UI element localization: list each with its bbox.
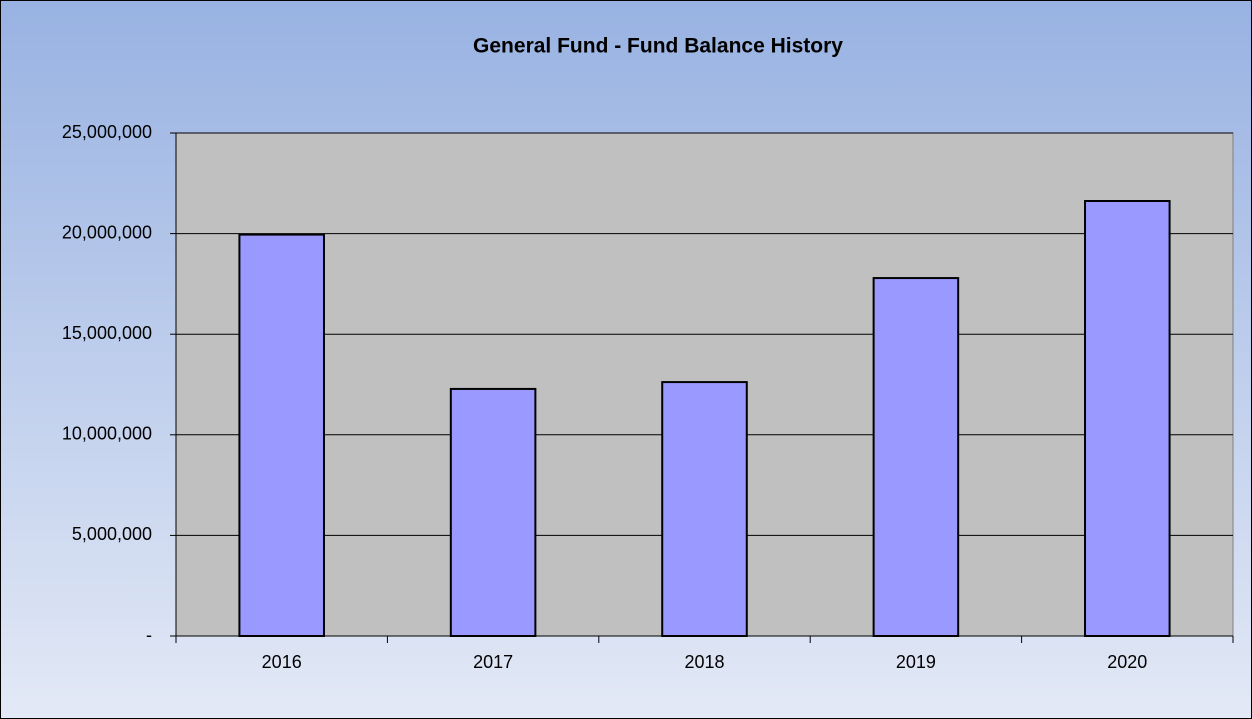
y-tick-label: 10,000,000 [62,424,152,444]
x-tick-label: 2020 [1107,652,1147,672]
x-tick-label: 2017 [473,652,513,672]
x-tick-label: 2018 [684,652,724,672]
bar [661,381,748,637]
y-tick-label: - [146,625,152,645]
bar [238,233,325,638]
bar [449,387,537,637]
bar [1084,200,1171,637]
chart-title: General Fund - Fund Balance History [473,35,843,58]
bar [872,277,960,637]
y-tick-label: 5,000,000 [72,524,152,544]
y-tick-label: 15,000,000 [62,323,152,343]
x-tick-label: 2019 [896,652,936,672]
y-tick-label: 20,000,000 [62,222,152,242]
x-tick-label: 2016 [262,652,302,672]
y-tick-label: 25,000,000 [62,122,152,142]
